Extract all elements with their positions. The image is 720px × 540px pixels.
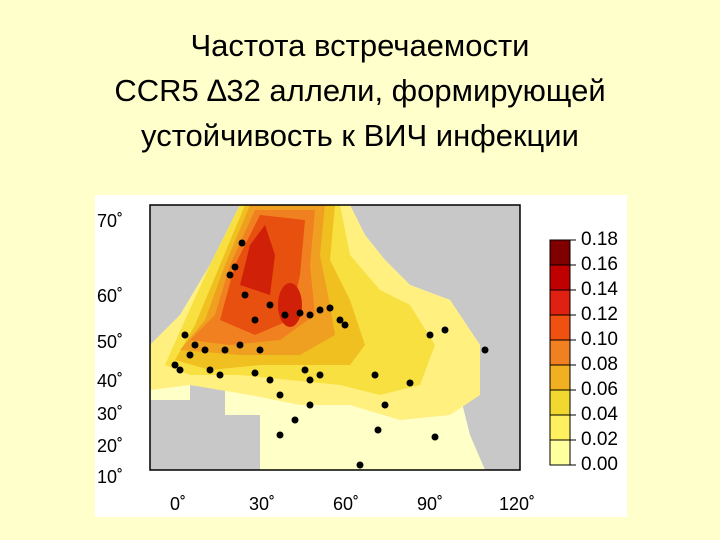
colorbar-label: 0.16: [581, 254, 618, 275]
colorbar-label: 0.02: [581, 429, 618, 450]
ocean: [150, 385, 260, 470]
ocean: [350, 205, 520, 395]
colorbar-label: 0.00: [581, 454, 618, 475]
lon-label: 120˚: [499, 494, 535, 514]
colorbar-label: 0.08: [581, 354, 618, 375]
lat-label: 20˚: [97, 436, 123, 456]
map-figure: 70˚ 60˚ 50˚ 40˚ 30˚ 20˚ 10˚ 0˚ 30˚ 60˚ 90˚ 120˚ 0.18…: [95, 195, 627, 517]
title-line: CCR5 ∆32 аллели, формирующей: [114, 73, 606, 108]
colorbar-label: 0.04: [581, 404, 618, 425]
colorbar-label: 0.10: [581, 329, 618, 350]
colorbar-label: 0.06: [581, 379, 618, 400]
colorbar-swatch: [549, 364, 571, 391]
colorbar-swatch: [549, 414, 571, 441]
colorbar-swatch: [549, 389, 571, 416]
lon-label: 30˚: [249, 494, 275, 514]
lat-label: 70˚: [97, 211, 123, 231]
colorbar-swatch: [549, 339, 571, 366]
lon-label: 90˚: [417, 494, 443, 514]
axes: 70˚ 60˚ 50˚ 40˚ 30˚ 20˚ 10˚ 0˚ 30˚ 60˚ 90˚ 120˚ 0.18…: [97, 211, 618, 514]
lat-label: 30˚: [97, 404, 123, 424]
colorbar-swatch: [549, 439, 571, 466]
map-frame: [149, 204, 521, 471]
colorbar-label: 0.18: [581, 229, 618, 250]
title-line: Частота встречаемости: [190, 28, 530, 63]
lat-label: 50˚: [97, 332, 123, 352]
band: [240, 225, 275, 295]
colorbar-label: 0.14: [581, 279, 618, 300]
lat-label: 60˚: [97, 286, 123, 306]
colorbar-swatch: [549, 239, 571, 266]
lat-label: 40˚: [97, 371, 123, 391]
ocean: [460, 395, 520, 470]
sample-points: [171, 239, 489, 469]
lon-label: 60˚: [333, 494, 359, 514]
colorbar-swatch: [549, 289, 571, 316]
colorbar-swatch: [549, 314, 571, 341]
colorbar-swatch: [549, 264, 571, 291]
map: [149, 204, 521, 471]
ocean: [150, 205, 240, 345]
title-line: устойчивость к ВИЧ инфекции: [141, 118, 579, 153]
colorbar-label: 0.12: [581, 304, 618, 325]
lat-label: 10˚: [97, 467, 123, 487]
lon-label: 0˚: [170, 494, 186, 514]
band: [278, 283, 302, 327]
